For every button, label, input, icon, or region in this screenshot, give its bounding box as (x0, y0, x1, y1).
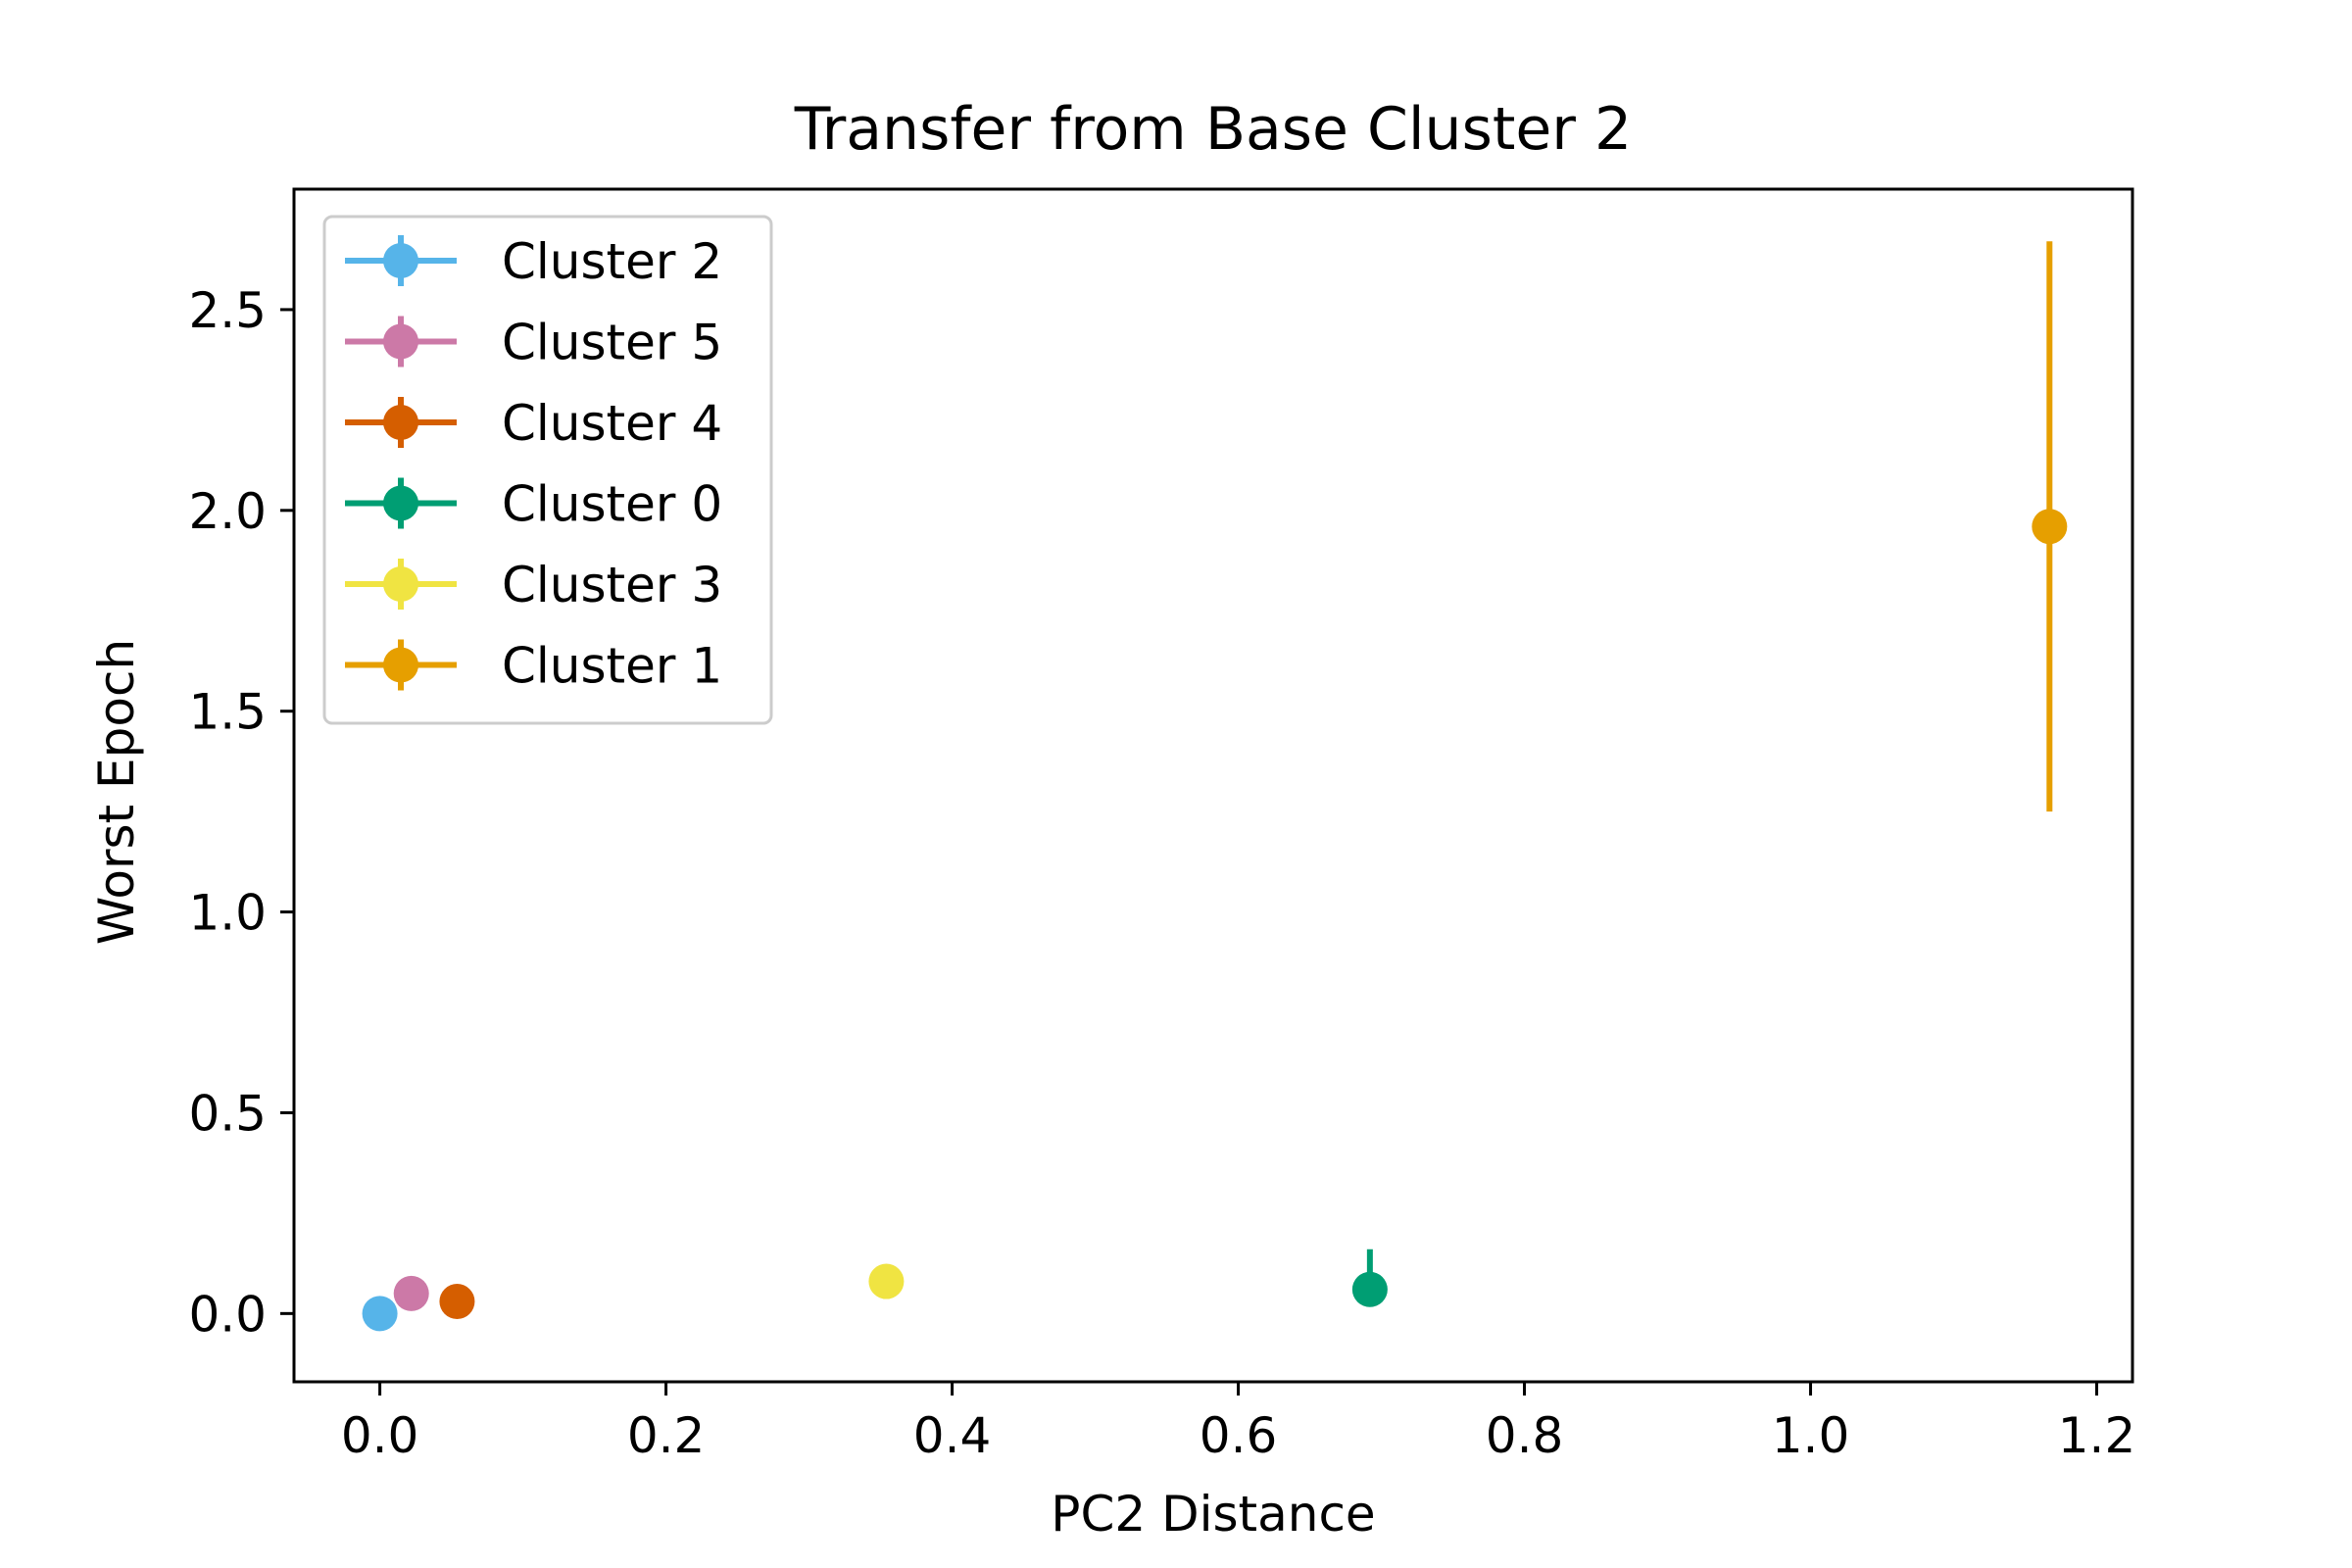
x-tick-label: 0.0 (341, 1407, 419, 1464)
x-tick-label: 1.0 (1772, 1407, 1850, 1464)
legend-marker (383, 323, 418, 360)
y-axis-label: Worst Epoch (88, 639, 145, 945)
legend-label: Cluster 0 (502, 476, 722, 533)
y-tick-label: 1.5 (188, 684, 267, 741)
plot-marks (362, 241, 2068, 1332)
legend-label: Cluster 1 (502, 638, 722, 695)
x-tick-label: 0.8 (1486, 1407, 1564, 1464)
x-tick-label: 0.6 (1200, 1407, 1278, 1464)
data-point (2032, 509, 2068, 545)
x-tick-label: 0.2 (627, 1407, 706, 1464)
x-axis-label: PC2 Distance (1051, 1486, 1375, 1543)
legend-label: Cluster 4 (502, 395, 722, 452)
data-point (362, 1296, 398, 1332)
plot-frame (292, 187, 2134, 1384)
legend-label: Cluster 2 (502, 233, 722, 290)
y-tick-label: 2.5 (188, 282, 267, 339)
x-tick-label: 0.4 (913, 1407, 992, 1464)
legend-marker (383, 647, 418, 683)
y-tick-label: 1.0 (188, 885, 267, 942)
legend-marker (383, 243, 418, 278)
data-point (439, 1284, 475, 1320)
x-tick-label: 1.2 (2058, 1407, 2136, 1464)
chart-title: Transfer from Base Cluster 2 (794, 95, 1632, 164)
data-point (393, 1275, 429, 1311)
chart-legend: Cluster 2 Cluster 5 Cluster 4 Cluster 0 Clus… (322, 215, 773, 725)
plot-axes: 0.0 0.2 0.4 0.6 0.8 1.0 1.2 0.0 0.5 1.0 1.5 2.0 2.5 (188, 187, 2136, 1464)
legend-marker (383, 485, 418, 521)
y-tick-label: 0.5 (188, 1085, 267, 1142)
legend-marker (383, 405, 418, 440)
legend-marker (383, 566, 418, 602)
y-tick-label: 2.0 (188, 483, 267, 540)
y-tick-label: 0.0 (188, 1286, 267, 1343)
legend-label: Cluster 5 (502, 315, 722, 371)
data-point (868, 1263, 905, 1299)
legend-label: Cluster 3 (502, 557, 722, 613)
data-point (1351, 1271, 1388, 1307)
